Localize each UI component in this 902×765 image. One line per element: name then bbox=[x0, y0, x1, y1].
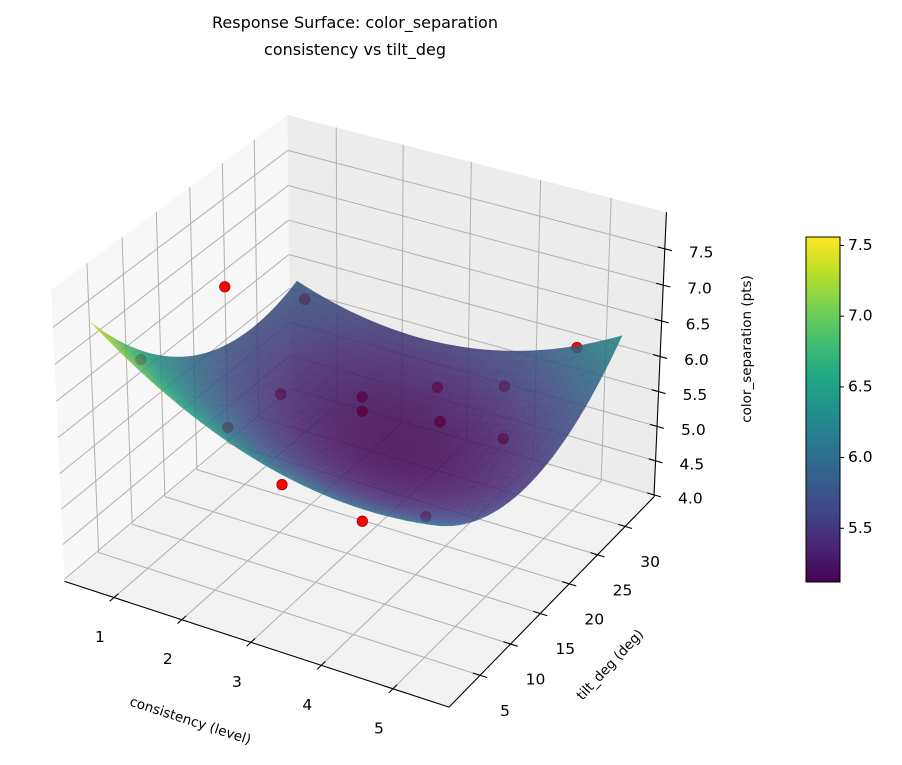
surface-facet bbox=[558, 425, 575, 436]
y-tick-mark bbox=[503, 641, 518, 647]
surface-facet bbox=[425, 523, 443, 527]
z-gridline bbox=[56, 219, 289, 402]
z-tick-mark bbox=[648, 458, 663, 464]
x-tick-mark bbox=[109, 593, 119, 602]
z-tick-mark bbox=[654, 318, 669, 324]
data-point bbox=[219, 281, 231, 293]
surface-facet bbox=[579, 388, 596, 401]
x-tick-mark bbox=[246, 638, 256, 647]
response-surface bbox=[90, 280, 623, 527]
surface-facet bbox=[443, 523, 460, 526]
z-tick-label: 6.0 bbox=[684, 351, 709, 369]
z-tick-mark bbox=[647, 492, 662, 498]
x-tick-label: 1 bbox=[95, 628, 105, 646]
x-axis-line bbox=[64, 580, 450, 708]
tick-labels: 1 2 3 4 5 5 10 15 20 25 30 4.0 4.5 5.0 5.5 6.0 6.5 7.0 7.5 bbox=[95, 243, 713, 737]
surface-facet bbox=[515, 481, 532, 489]
y-axis-line bbox=[448, 496, 655, 708]
chart-title-line1: Response Surface: color_separation bbox=[212, 13, 498, 32]
z-gridline bbox=[288, 219, 662, 322]
surface-facet bbox=[465, 517, 482, 521]
surface-facet bbox=[437, 524, 454, 527]
z-tick-label: 7.0 bbox=[687, 280, 712, 298]
x-tick-mark bbox=[177, 615, 187, 624]
z-tick-label: 7.5 bbox=[689, 243, 714, 261]
y-gridline bbox=[164, 496, 541, 615]
z-tick-label: 4.0 bbox=[678, 489, 703, 507]
y-tick-label: 20 bbox=[584, 610, 604, 628]
z-gridline bbox=[288, 184, 664, 286]
y-tick-label: 5 bbox=[500, 702, 510, 720]
x-tick-label: 4 bbox=[302, 696, 312, 714]
y-tick-label: 10 bbox=[526, 671, 546, 689]
data-point bbox=[276, 479, 288, 491]
surface-facet bbox=[509, 487, 527, 494]
z-tick-mark bbox=[652, 354, 668, 359]
surface-facet bbox=[574, 398, 591, 411]
surface-facet bbox=[542, 449, 559, 458]
x-tick-label: 5 bbox=[374, 719, 384, 737]
surface-facet bbox=[531, 463, 548, 472]
y-gridline bbox=[98, 552, 481, 676]
data-point bbox=[356, 515, 368, 527]
z-gridline bbox=[52, 150, 289, 328]
surface-facet bbox=[487, 505, 505, 510]
y-tick-mark bbox=[562, 581, 577, 587]
z-gridline bbox=[288, 254, 661, 357]
y-gridline bbox=[189, 187, 198, 470]
z-tick-mark bbox=[651, 389, 666, 395]
surface-facet bbox=[471, 515, 488, 519]
z-tick-label: 5.5 bbox=[683, 386, 708, 404]
surface-facet bbox=[552, 433, 570, 444]
surface-facet bbox=[547, 441, 565, 451]
y-tick-mark bbox=[532, 610, 548, 617]
z-tick-label: 4.5 bbox=[680, 455, 705, 473]
y-gridline bbox=[121, 237, 133, 525]
x-tick-label: 3 bbox=[232, 673, 242, 691]
x-gridline bbox=[392, 481, 602, 690]
axis-lines bbox=[64, 212, 673, 708]
x-tick-mark bbox=[316, 660, 326, 670]
y-tick-label: 30 bbox=[640, 553, 660, 571]
y-gridline bbox=[132, 523, 511, 645]
z-axis-line bbox=[653, 212, 667, 497]
z-gridline bbox=[57, 254, 290, 439]
colorbar: 5.5 6.0 6.5 7.0 7.5 bbox=[805, 236, 873, 583]
surface-facet bbox=[606, 335, 623, 350]
z-axis-label: color_separation (pts) bbox=[738, 275, 755, 423]
y-gridline bbox=[196, 469, 570, 585]
colorbar-tick-label: 6.0 bbox=[848, 448, 873, 466]
x-tick-label: 2 bbox=[163, 650, 173, 668]
surface-facet bbox=[595, 357, 612, 372]
z-gridline bbox=[287, 149, 665, 250]
z-gridline bbox=[54, 185, 289, 365]
y-gridline bbox=[155, 211, 166, 497]
y-tick-mark bbox=[472, 672, 488, 679]
z-tick-mark bbox=[656, 282, 671, 288]
y-tick-mark bbox=[618, 523, 633, 530]
z-tick-label: 5.0 bbox=[681, 421, 706, 439]
y-tick-label: 15 bbox=[555, 640, 575, 658]
colorbar-tick-label: 5.5 bbox=[848, 519, 873, 537]
y-tick-label: 25 bbox=[613, 581, 633, 599]
chart-title-line2: consistency vs tilt_deg bbox=[264, 40, 446, 59]
x-gridline bbox=[600, 198, 612, 482]
colorbar-tick-label: 7.5 bbox=[848, 236, 873, 254]
x-tick-mark bbox=[388, 684, 398, 694]
surface-facet bbox=[563, 416, 581, 428]
colorbar-gradient bbox=[805, 236, 841, 583]
z-tick-mark bbox=[657, 246, 673, 252]
z-tick-label: 6.5 bbox=[686, 315, 711, 333]
y-gridline bbox=[86, 263, 100, 553]
surface-facet bbox=[590, 368, 607, 382]
colorbar-tick-label: 6.5 bbox=[848, 377, 873, 395]
z-tick-mark bbox=[649, 423, 665, 429]
y-tick-mark bbox=[590, 552, 605, 558]
colorbar-tick-label: 7.0 bbox=[848, 307, 873, 325]
